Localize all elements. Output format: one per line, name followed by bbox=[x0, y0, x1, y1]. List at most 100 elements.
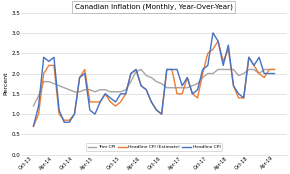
Headline CPI (Estimate) bbox=[37, 113, 40, 115]
Headline CPI (Estimate) bbox=[175, 93, 179, 95]
Headline CPI bbox=[222, 64, 225, 66]
Trim CPI bbox=[62, 87, 66, 89]
Headline CPI (Estimate) bbox=[211, 48, 215, 50]
Headline CPI (Estimate) bbox=[170, 68, 174, 70]
Headline CPI (Estimate) bbox=[160, 113, 163, 115]
Headline CPI bbox=[124, 93, 128, 95]
Headline CPI bbox=[42, 56, 46, 58]
Headline CPI bbox=[170, 68, 174, 70]
Trim CPI bbox=[191, 85, 194, 87]
Headline CPI (Estimate) bbox=[216, 40, 220, 42]
Trim CPI bbox=[180, 87, 184, 89]
Trim CPI bbox=[216, 68, 220, 70]
Headline CPI (Estimate) bbox=[98, 101, 102, 103]
Headline CPI (Estimate) bbox=[144, 89, 148, 91]
Headline CPI (Estimate) bbox=[150, 101, 153, 103]
Trim CPI bbox=[268, 68, 271, 70]
Headline CPI bbox=[139, 85, 143, 87]
Trim CPI bbox=[247, 68, 251, 70]
Headline CPI bbox=[109, 97, 112, 99]
Trim CPI bbox=[124, 89, 128, 91]
Headline CPI (Estimate) bbox=[268, 68, 271, 70]
Headline CPI (Estimate) bbox=[109, 101, 112, 103]
Headline CPI (Estimate) bbox=[186, 77, 189, 79]
Line: Headline CPI: Headline CPI bbox=[33, 33, 274, 126]
Headline CPI bbox=[242, 97, 245, 99]
Trim CPI bbox=[186, 87, 189, 89]
Headline CPI (Estimate) bbox=[262, 77, 266, 79]
Trim CPI bbox=[252, 68, 256, 70]
Headline CPI bbox=[237, 93, 240, 95]
Headline CPI (Estimate) bbox=[47, 64, 50, 66]
Trim CPI bbox=[32, 105, 35, 107]
Headline CPI bbox=[119, 93, 122, 95]
Headline CPI bbox=[252, 64, 256, 66]
Headline CPI bbox=[226, 44, 230, 46]
Headline CPI bbox=[47, 60, 50, 62]
Trim CPI bbox=[47, 81, 50, 83]
Headline CPI (Estimate) bbox=[124, 93, 128, 95]
Headline CPI bbox=[262, 73, 266, 75]
Headline CPI (Estimate) bbox=[273, 68, 276, 70]
Headline CPI bbox=[114, 101, 117, 103]
Headline CPI bbox=[104, 93, 107, 95]
Headline CPI (Estimate) bbox=[247, 56, 251, 58]
Trim CPI bbox=[119, 91, 122, 93]
Headline CPI (Estimate) bbox=[68, 119, 71, 121]
Trim CPI bbox=[73, 91, 76, 93]
Headline CPI bbox=[134, 68, 138, 70]
Headline CPI (Estimate) bbox=[257, 73, 261, 75]
Headline CPI (Estimate) bbox=[191, 93, 194, 95]
Headline CPI (Estimate) bbox=[206, 52, 210, 54]
Trim CPI bbox=[165, 87, 168, 89]
Headline CPI (Estimate) bbox=[180, 93, 184, 95]
Headline CPI bbox=[160, 113, 163, 115]
Headline CPI bbox=[150, 101, 153, 103]
Headline CPI (Estimate) bbox=[165, 68, 168, 70]
Headline CPI bbox=[165, 68, 168, 70]
Headline CPI bbox=[144, 89, 148, 91]
Trim CPI bbox=[232, 68, 235, 70]
Headline CPI bbox=[57, 109, 61, 111]
Trim CPI bbox=[88, 89, 92, 91]
Trim CPI bbox=[109, 91, 112, 93]
Headline CPI (Estimate) bbox=[237, 97, 240, 99]
Trim CPI bbox=[52, 83, 56, 85]
Headline CPI (Estimate) bbox=[78, 77, 81, 79]
Trim CPI bbox=[226, 68, 230, 70]
Headline CPI (Estimate) bbox=[57, 113, 61, 115]
Headline CPI (Estimate) bbox=[88, 101, 92, 103]
Trim CPI bbox=[211, 73, 215, 75]
Trim CPI bbox=[222, 68, 225, 70]
Headline CPI (Estimate) bbox=[139, 85, 143, 87]
Headline CPI (Estimate) bbox=[32, 125, 35, 127]
Trim CPI bbox=[150, 77, 153, 79]
Headline CPI (Estimate) bbox=[119, 101, 122, 103]
Trim CPI bbox=[83, 89, 86, 91]
Headline CPI bbox=[232, 85, 235, 87]
Trim CPI bbox=[196, 83, 199, 85]
Headline CPI bbox=[155, 109, 158, 111]
Headline CPI bbox=[98, 101, 102, 103]
Headline CPI bbox=[68, 121, 71, 123]
Trim CPI bbox=[160, 83, 163, 85]
Trim CPI bbox=[114, 91, 117, 93]
Trim CPI bbox=[257, 73, 261, 75]
Trim CPI bbox=[155, 81, 158, 83]
Headline CPI bbox=[78, 77, 81, 79]
Headline CPI (Estimate) bbox=[201, 73, 204, 75]
Trim CPI bbox=[57, 85, 61, 87]
Trim CPI bbox=[37, 95, 40, 97]
Headline CPI bbox=[257, 56, 261, 58]
Headline CPI bbox=[175, 68, 179, 70]
Line: Headline CPI (Estimate): Headline CPI (Estimate) bbox=[33, 41, 274, 126]
Headline CPI bbox=[180, 85, 184, 87]
Headline CPI bbox=[52, 56, 56, 58]
Headline CPI (Estimate) bbox=[134, 68, 138, 70]
Headline CPI bbox=[83, 73, 86, 75]
Headline CPI bbox=[191, 93, 194, 95]
Trim CPI bbox=[170, 87, 174, 89]
Headline CPI (Estimate) bbox=[232, 85, 235, 87]
Y-axis label: Percent: Percent bbox=[3, 72, 8, 96]
Headline CPI bbox=[273, 73, 276, 75]
